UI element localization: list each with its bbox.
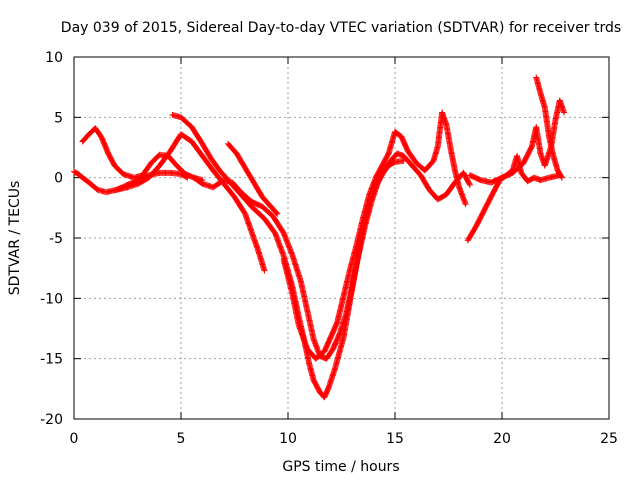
y-tick-label: -20 [40,412,63,428]
series-track-i [466,97,568,186]
series-track-h [464,152,563,244]
data-point [558,173,565,180]
data-point [558,174,565,181]
data-point [462,201,469,208]
series-track-g [280,109,469,362]
x-axis-label: GPS time / hours [282,459,399,475]
x-tick-label: 10 [279,431,297,447]
data-point [466,180,473,187]
data-point [274,210,281,217]
series-track-f [225,140,281,217]
data-point [561,109,568,116]
y-tick-label: 10 [45,50,63,66]
x-tick-label: 15 [386,431,404,447]
y-tick-labels: -20 -15 -10 -5 0 5 10 [40,50,63,428]
data-point [466,181,473,188]
y-tick-label: -15 [40,352,63,368]
y-tick-label: -10 [40,291,63,307]
y-tick-label: 5 [54,110,63,126]
y-axis-label: SDTVAR / TECUs [7,181,23,296]
y-tick-label: -5 [49,231,63,247]
series-track-a [71,168,191,196]
series-track-b [79,125,206,184]
series-track-c [113,131,268,274]
grid-lines [74,57,609,419]
x-tick-label: 0 [70,431,79,447]
tick-marks [73,56,610,420]
series-track-j [533,74,565,181]
chart-title: Day 039 of 2015, Sidereal Day-to-day VTE… [61,20,621,36]
data-point [261,267,268,274]
x-tick-label: 25 [600,431,618,447]
data-point [273,209,280,216]
x-tick-label: 20 [493,431,511,447]
y-tick-label: 0 [54,171,63,187]
data-points [71,74,568,401]
x-tick-labels: 0 5 10 15 20 25 [70,431,618,447]
x-tick-label: 5 [177,431,186,447]
